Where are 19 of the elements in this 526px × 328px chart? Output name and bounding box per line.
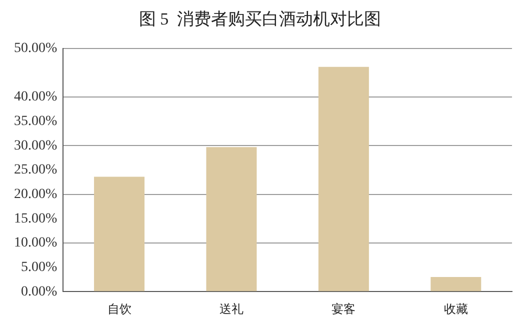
chart-title: 图 5 消费者购买白酒动机对比图: [138, 10, 382, 29]
y-tick-label: 0.00%: [20, 284, 58, 300]
x-tick-label: 宴客: [332, 302, 356, 316]
x-tick-label: 送礼: [219, 302, 244, 316]
bar: [94, 176, 145, 292]
y-tick-label: 25.00%: [14, 162, 58, 178]
y-tick-label: 15.00%: [14, 211, 58, 226]
y-tick-label: 30.00%: [14, 138, 58, 154]
y-tick-label: 5.00%: [20, 260, 58, 275]
bar: [318, 66, 369, 292]
y-tick-label: 35.00%: [14, 114, 58, 130]
x-tick-label: 收藏: [444, 302, 468, 316]
bar: [430, 277, 482, 292]
y-tick-label: 10.00%: [14, 236, 58, 251]
bar: [206, 147, 257, 292]
y-tick-label: 20.00%: [14, 186, 58, 202]
x-tick-label: 自饮: [107, 302, 132, 316]
y-tick-label: 40.00%: [14, 90, 58, 105]
y-tick-label: 50.00%: [14, 41, 58, 56]
